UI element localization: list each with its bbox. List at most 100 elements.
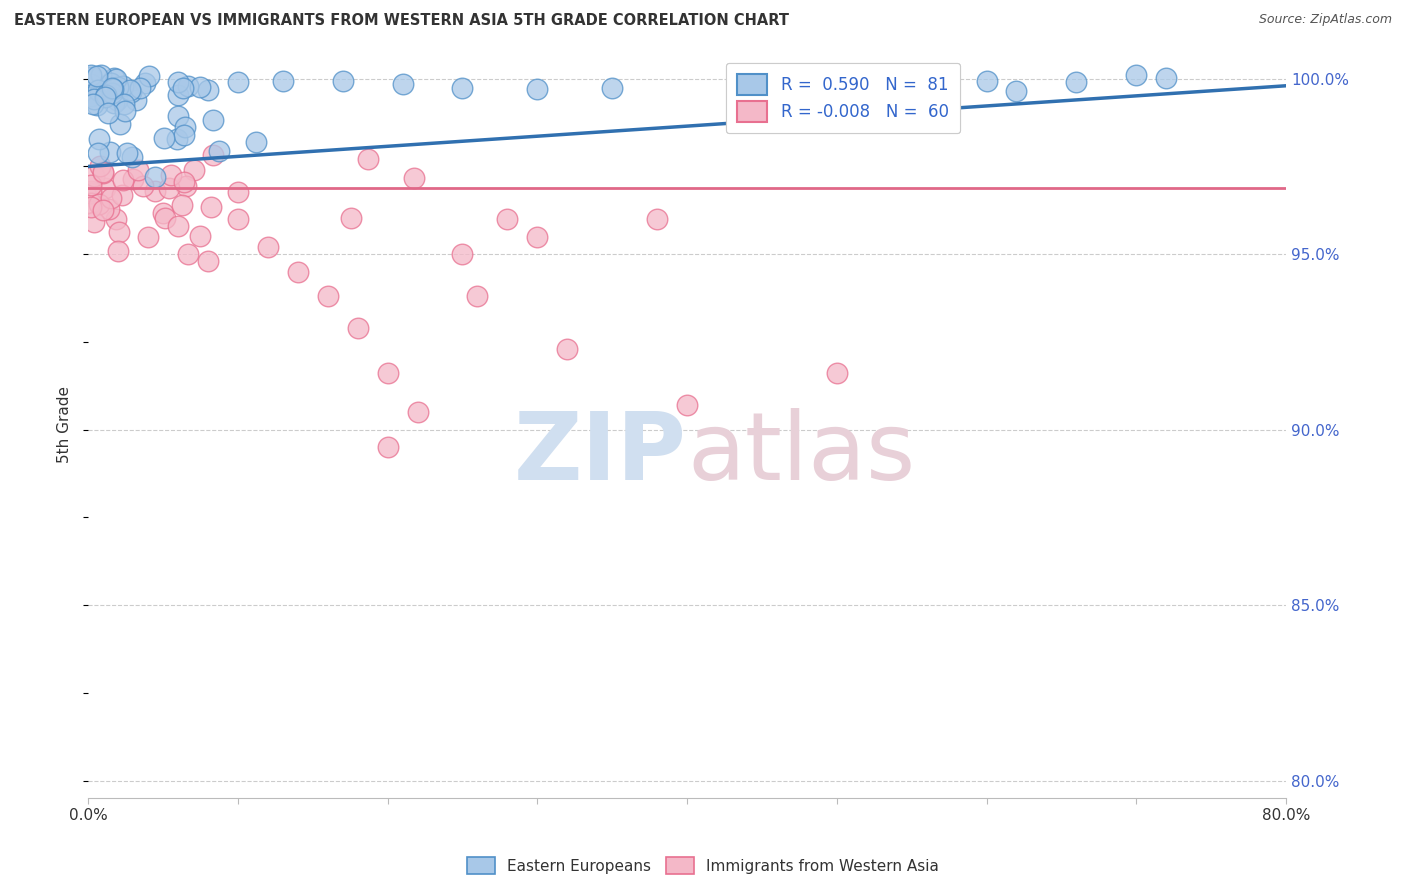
- Point: [172, 198, 194, 212]
- Point: [190, 80, 212, 95]
- Point: [183, 163, 205, 178]
- Point: [103, 95, 125, 110]
- Point: [173, 175, 195, 189]
- Point: [145, 169, 167, 184]
- Point: [87, 132, 110, 146]
- Point: [86, 98, 108, 112]
- Text: atlas: atlas: [688, 409, 915, 500]
- Point: [94, 181, 117, 195]
- Point: [855, 71, 877, 86]
- Point: [287, 265, 309, 279]
- Point: [110, 117, 132, 131]
- Point: [83, 169, 105, 183]
- Point: [167, 219, 190, 234]
- Point: [167, 75, 190, 89]
- Point: [555, 342, 578, 356]
- Point: [129, 81, 152, 95]
- Point: [105, 212, 128, 227]
- Point: [167, 109, 190, 123]
- Point: [226, 75, 249, 89]
- Point: [167, 87, 190, 102]
- Point: [80, 178, 103, 192]
- Point: [115, 145, 138, 160]
- Point: [91, 202, 114, 217]
- Point: [125, 93, 148, 107]
- Point: [202, 148, 225, 162]
- Point: [1005, 84, 1028, 98]
- Point: [103, 82, 125, 96]
- Point: [80, 186, 103, 201]
- Point: [226, 212, 249, 227]
- Point: [100, 191, 122, 205]
- Point: [332, 74, 354, 88]
- Point: [83, 92, 105, 106]
- Point: [467, 289, 489, 303]
- Point: [177, 247, 200, 261]
- Point: [138, 69, 160, 83]
- Point: [89, 159, 111, 173]
- Point: [796, 78, 818, 93]
- Point: [377, 367, 399, 381]
- Point: [107, 79, 129, 94]
- Point: [496, 212, 519, 227]
- Text: ZIP: ZIP: [515, 409, 688, 500]
- Point: [87, 83, 110, 97]
- Point: [121, 171, 143, 186]
- Point: [110, 188, 132, 202]
- Point: [406, 405, 429, 419]
- Point: [404, 171, 426, 186]
- Point: [526, 82, 548, 96]
- Point: [121, 150, 143, 164]
- Point: [377, 440, 399, 454]
- Point: [451, 80, 474, 95]
- Point: [271, 73, 294, 87]
- Point: [104, 71, 127, 86]
- Point: [1125, 68, 1147, 82]
- Point: [356, 152, 378, 166]
- Point: [100, 86, 122, 100]
- Point: [91, 165, 114, 179]
- Legend: R =  0.590   N =  81, R = -0.008   N =  60: R = 0.590 N = 81, R = -0.008 N = 60: [725, 62, 960, 134]
- Point: [112, 97, 135, 112]
- Point: [98, 202, 121, 216]
- Point: [202, 112, 225, 127]
- Point: [976, 73, 998, 87]
- Point: [98, 145, 121, 160]
- Point: [886, 73, 908, 87]
- Point: [166, 131, 188, 145]
- Point: [825, 87, 848, 101]
- Point: [91, 166, 114, 180]
- Point: [160, 169, 183, 183]
- Point: [155, 211, 177, 226]
- Point: [103, 71, 125, 86]
- Text: EASTERN EUROPEAN VS IMMIGRANTS FROM WESTERN ASIA 5TH GRADE CORRELATION CHART: EASTERN EUROPEAN VS IMMIGRANTS FROM WEST…: [14, 13, 789, 29]
- Point: [676, 398, 699, 412]
- Point: [80, 196, 103, 211]
- Point: [159, 181, 181, 195]
- Point: [86, 146, 108, 161]
- Point: [82, 96, 104, 111]
- Point: [80, 186, 103, 201]
- Point: [197, 254, 219, 268]
- Point: [825, 367, 848, 381]
- Point: [80, 89, 103, 103]
- Point: [200, 201, 222, 215]
- Point: [226, 185, 249, 199]
- Point: [80, 185, 103, 199]
- Point: [111, 79, 134, 94]
- Point: [173, 128, 195, 143]
- Point: [120, 85, 142, 99]
- Point: [127, 162, 149, 177]
- Point: [118, 83, 141, 97]
- Point: [245, 135, 267, 149]
- Point: [89, 86, 111, 100]
- Point: [112, 173, 135, 187]
- Point: [114, 104, 136, 119]
- Point: [173, 120, 195, 134]
- Point: [80, 77, 103, 91]
- Point: [80, 200, 103, 214]
- Point: [152, 206, 174, 220]
- Point: [143, 185, 166, 199]
- Point: [105, 93, 128, 107]
- Point: [197, 83, 219, 97]
